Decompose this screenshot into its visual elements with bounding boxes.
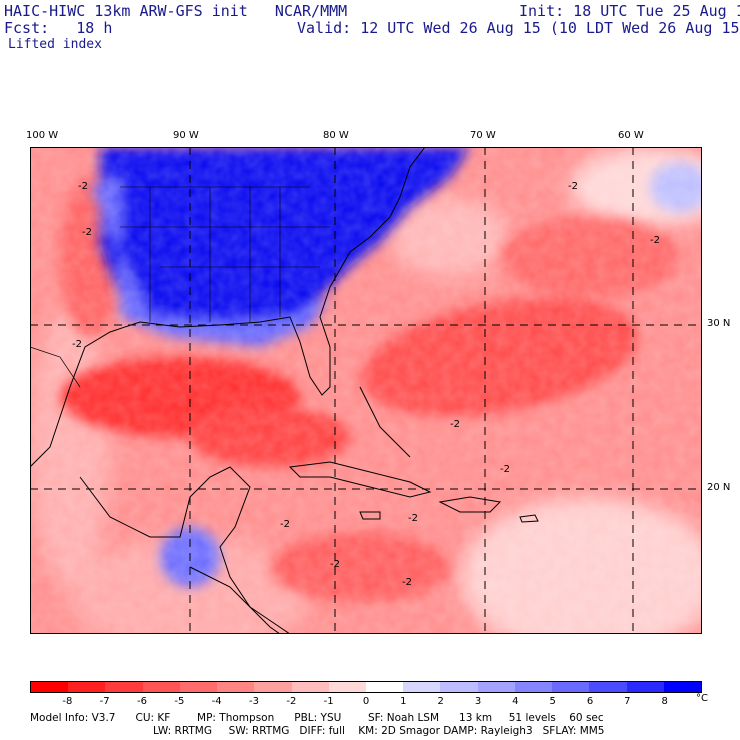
- contour-label: -2: [330, 559, 340, 570]
- colorbar-tick-label: -4: [211, 696, 222, 707]
- lifted-index-map: -2 -2 -2 -2 -2 -2 -2 -2 -2 -2 -2: [30, 147, 702, 634]
- colorbar-tick-label: 4: [512, 696, 519, 707]
- colorbar: [30, 681, 702, 693]
- colorbar-tick-label: -8: [62, 696, 73, 707]
- lon-label-70w: 70 W: [470, 130, 496, 141]
- coastline-jamaica: [359, 511, 381, 520]
- colorbar-swatch: [626, 682, 664, 692]
- valid-time: Valid: 12 UTC Wed 26 Aug 15 (10 LDT Wed …: [297, 19, 740, 37]
- colorbar-tick-label: 1: [400, 696, 407, 707]
- colorbar-swatch: [663, 682, 701, 692]
- lon-label-80w: 80 W: [323, 130, 349, 141]
- coastline-yucatan: [79, 466, 291, 634]
- colorbar-tick-label: 5: [549, 696, 556, 707]
- colorbar-tick-label: 8: [661, 696, 668, 707]
- contour-label: -2: [82, 227, 92, 238]
- colorbar-tick-label: -2: [286, 696, 297, 707]
- colorbar-swatch: [328, 682, 366, 692]
- colorbar-swatch: [365, 682, 404, 692]
- init-time: Init: 18 UTC Tue 25 Aug 15: [519, 2, 740, 20]
- colorbar-swatch: [31, 682, 69, 692]
- colorbar-swatch: [403, 682, 441, 692]
- contour-label: -2: [408, 513, 418, 524]
- coastline-puerto-rico: [519, 514, 539, 523]
- colorbar-tick-label: 2: [437, 696, 444, 707]
- colorbar-tick-label: -1: [323, 696, 334, 707]
- colorbar-swatch: [68, 682, 106, 692]
- coastline-gulf: [30, 147, 426, 468]
- colorbar-swatch: [514, 682, 553, 692]
- colorbar-swatch: [217, 682, 255, 692]
- contour-label: -2: [72, 339, 82, 350]
- contour-label: -2: [650, 235, 660, 246]
- lon-label-90w: 90 W: [173, 130, 199, 141]
- colorbar-swatch: [477, 682, 515, 692]
- colorbar-tick-label: -5: [174, 696, 185, 707]
- colorbar-swatch: [291, 682, 329, 692]
- coastline-cuba: [288, 461, 432, 498]
- colorbar-tick-label: -7: [99, 696, 110, 707]
- lon-label-100w: 100 W: [26, 130, 59, 141]
- colorbar-tick-label: -6: [137, 696, 147, 707]
- field-name: Lifted index: [8, 37, 102, 52]
- contour-label: -2: [78, 181, 88, 192]
- coastline-hispaniola: [438, 496, 502, 513]
- colorbar-swatch: [552, 682, 590, 692]
- contour-label: -2: [450, 419, 460, 430]
- contour-label: -2: [280, 519, 290, 530]
- colorbar-swatch: [440, 682, 478, 692]
- lon-label-60w: 60 W: [618, 130, 644, 141]
- forecast-hour: Fcst: 18 h: [4, 19, 113, 37]
- lat-label-20n: 20 N: [707, 482, 731, 493]
- mexico-border: [30, 346, 81, 388]
- colorbar-swatch: [589, 682, 627, 692]
- colorbar-swatch: [142, 682, 180, 692]
- lat-label-30n: 30 N: [707, 318, 731, 329]
- model-info-line1: Model Info: V3.7 CU: KF MP: Thompson PBL…: [30, 712, 604, 724]
- state-borders: [120, 186, 330, 322]
- model-title: HAIC-HIWC 13km ARW-GFS init NCAR/MMM: [4, 2, 348, 20]
- coastline-central-am: [189, 566, 281, 634]
- contour-label: -2: [500, 464, 510, 475]
- contour-label: -2: [568, 181, 578, 192]
- colorbar-tick-label: 6: [586, 696, 594, 707]
- colorbar-swatch: [105, 682, 143, 692]
- model-info-line2: LW: RRTMG SW: RRTMG DIFF: full KM: 2D Sm…: [153, 725, 605, 737]
- coastline-bahamas: [359, 386, 411, 458]
- colorbar-unit: °C: [696, 693, 708, 704]
- colorbar-swatch: [179, 682, 218, 692]
- colorbar-tick-label: 7: [624, 696, 631, 707]
- contour-label: -2: [402, 577, 412, 588]
- colorbar-tick-label: -3: [249, 696, 259, 707]
- colorbar-tick-label: 0: [362, 696, 370, 707]
- colorbar-tick-label: 3: [474, 696, 482, 707]
- colorbar-swatch: [254, 682, 292, 692]
